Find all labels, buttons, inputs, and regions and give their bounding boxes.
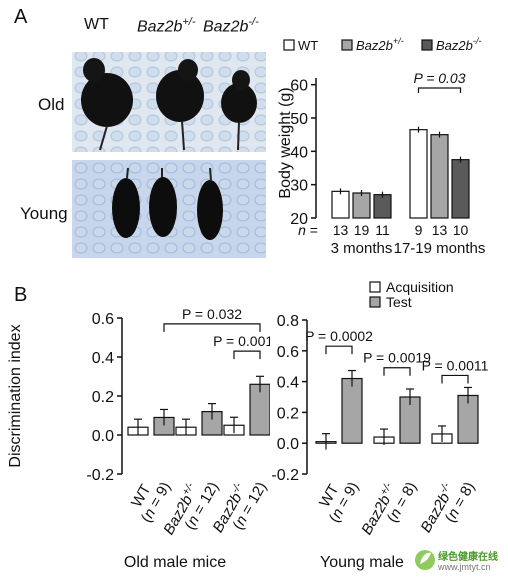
- watermark-url: www.jmtyt.cn: [438, 562, 491, 572]
- y-tick-label: -0.2: [86, 467, 114, 484]
- y-axis-label: Body weight (g): [277, 87, 294, 198]
- photo-young-mice: [72, 160, 266, 258]
- n-label: 13: [432, 222, 448, 238]
- photo-header-wt: WT: [84, 16, 109, 33]
- legend-label-test: Test: [386, 294, 412, 310]
- legend-swatch: [421, 39, 433, 51]
- x-group-label: Baz2b+/-(n = 8): [358, 479, 420, 538]
- x-group-label: Baz2b+/-(n = 12): [160, 479, 222, 538]
- legend-label-acquisition: Acquisition: [386, 279, 454, 295]
- y-tick-label: 60: [290, 78, 308, 95]
- legend-swatch: [283, 39, 295, 51]
- x-group-label: Baz2b-/-(n = 12): [210, 479, 270, 535]
- y-tick-label: 0.2: [277, 405, 299, 422]
- young-discrimination-chart: -0.2 0.0 0.2 0.4 0.6 0.8 WT(n = 9)Baz2b+/-(n =…: [271, 279, 489, 571]
- legend-label: Baz2b-/-: [436, 36, 481, 53]
- y-tick-label: 0.0: [277, 436, 299, 453]
- y-tick-label: 0.8: [277, 313, 299, 330]
- significance-bracket: [383, 367, 411, 376]
- bar: [409, 129, 428, 219]
- y-tick-label: 0.2: [92, 389, 114, 406]
- x-group-label: Baz2b-/-(n = 8): [418, 479, 479, 535]
- photo-row-old: Old: [38, 95, 65, 114]
- bar: [373, 194, 392, 219]
- x-axis-label: Old male mice: [124, 554, 226, 571]
- leaf-icon: [415, 550, 435, 570]
- mouse-young-het: [149, 177, 177, 237]
- legend-swatch: [341, 39, 353, 51]
- mouse-young-ko: [197, 180, 223, 240]
- n-label: 19: [354, 222, 370, 238]
- photo-old-mice: [72, 52, 266, 152]
- n-label: 11: [375, 222, 390, 238]
- n-prefix: n =: [298, 222, 318, 238]
- y-tick-label: -0.2: [271, 467, 299, 484]
- legend-swatch-acquisition: [369, 281, 381, 293]
- mouse-old-het: [156, 70, 204, 122]
- photo-header-het: Baz2b+/-: [137, 16, 196, 36]
- significance-bracket: [233, 350, 261, 360]
- photo-row-young: Young: [20, 204, 68, 223]
- y-tick-label: 0.4: [277, 375, 299, 392]
- watermark-text: 绿色健康在线: [438, 552, 498, 563]
- mouse-old-ko: [221, 83, 257, 123]
- bar: [451, 159, 470, 219]
- bar: [430, 134, 449, 219]
- significance-bracket: [417, 87, 462, 93]
- bar-test: [341, 377, 363, 444]
- photo-header-ko: Baz2b-/-: [203, 16, 259, 36]
- significance-label: P = 0.0002: [305, 328, 373, 344]
- y-tick-label: 50: [290, 111, 308, 128]
- significance-label: P = 0.0011: [422, 357, 489, 373]
- x-group-label: WT(n = 9): [316, 479, 362, 525]
- panel-b-letter: B: [14, 284, 28, 306]
- panel-a-letter: A: [14, 6, 28, 28]
- n-label: 10: [453, 222, 469, 238]
- y-tick-label: 0.6: [92, 311, 114, 328]
- group-label: 17-19 months: [394, 240, 486, 257]
- y-tick-label: 0.0: [92, 428, 114, 445]
- significance-bracket: [441, 374, 469, 384]
- mouse-young-wt: [112, 178, 140, 238]
- watermark-logo: 绿色健康在线 www.jmtyt.cn: [414, 544, 508, 577]
- significance-bracket: [325, 345, 353, 355]
- group-label: 3 months: [331, 240, 393, 257]
- x-axis-label: Young male: [320, 554, 404, 571]
- y-tick-label: 0.6: [277, 344, 299, 361]
- significance-label: P = 0.0014: [213, 333, 270, 349]
- n-label: 13: [333, 222, 349, 238]
- significance-label: P = 0.032: [182, 306, 242, 322]
- significance-bracket: [163, 323, 261, 332]
- significance-label: P = 0.0019: [363, 350, 431, 366]
- n-label: 9: [415, 222, 423, 238]
- bar: [331, 190, 350, 219]
- y-tick-label: 0.4: [92, 350, 114, 367]
- bar: [352, 192, 371, 219]
- y-axis-label: Discrimination index: [7, 324, 24, 467]
- legend-label: WT: [298, 38, 318, 53]
- legend-label: Baz2b+/-: [356, 36, 404, 53]
- significance-label: P = 0.03: [413, 70, 465, 86]
- legend-swatch-test: [369, 296, 381, 308]
- y-tick-label: 40: [290, 144, 308, 161]
- y-tick-label: 30: [290, 178, 308, 195]
- mouse-old-wt: [81, 73, 133, 127]
- y-tick-label: 20: [290, 211, 308, 228]
